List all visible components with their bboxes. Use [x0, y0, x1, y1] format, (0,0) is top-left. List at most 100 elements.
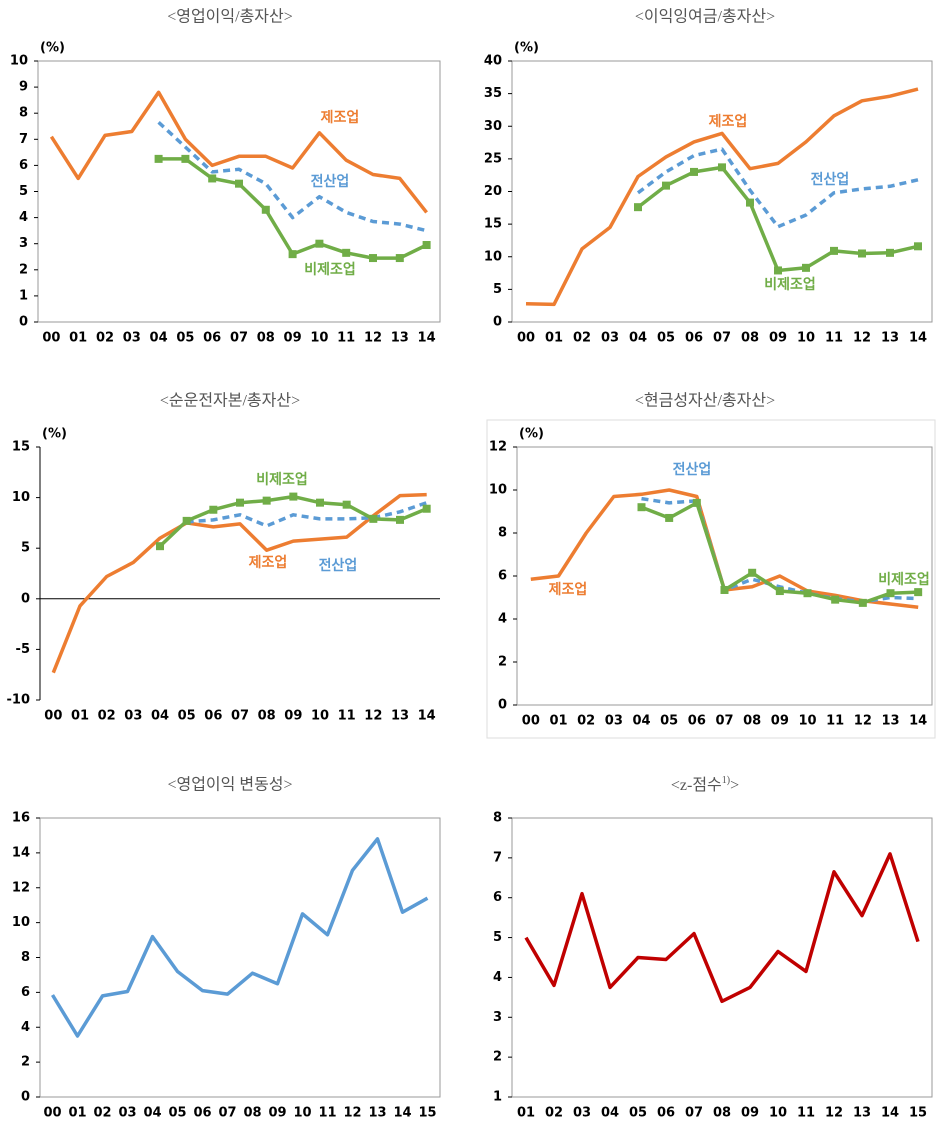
series-line: [157, 121, 428, 233]
x-tick-label: 05: [660, 714, 678, 729]
series-label: 비제조업: [764, 277, 816, 293]
y-tick-label: 8: [21, 950, 30, 965]
marker: [288, 250, 297, 259]
marker: [289, 492, 298, 501]
series-label: 전산업: [811, 171, 850, 188]
marker: [914, 588, 923, 597]
plot-frame: [511, 817, 933, 1098]
chart-title: <영업이익/총자산>: [167, 8, 293, 26]
marker: [748, 568, 757, 577]
y-tick-label: 5: [21, 541, 30, 556]
marker: [886, 248, 894, 257]
x-tick-label: 01: [71, 709, 89, 724]
x-tick-label: 03: [118, 1106, 136, 1121]
x-tick-label: 03: [573, 1106, 591, 1121]
x-tick-label: 12: [825, 1106, 843, 1121]
y-tick-label: 3: [493, 1010, 502, 1025]
y-tick-label: 30: [484, 119, 502, 134]
x-tick-label: 11: [318, 1106, 336, 1121]
x-tick-label: 08: [741, 331, 759, 346]
marker: [422, 241, 431, 250]
series-line: [641, 496, 919, 604]
marker: [774, 266, 782, 275]
x-tick-label: 02: [545, 1106, 563, 1121]
marker: [775, 587, 784, 596]
marker: [662, 181, 670, 190]
x-tick-label: 06: [204, 709, 222, 724]
y-tick-label: 20: [484, 184, 502, 199]
x-tick-label: 14: [418, 331, 436, 346]
y-tick-label: 40: [484, 54, 502, 69]
x-tick-label: 10: [293, 1106, 311, 1121]
y-tick-label: 4: [19, 210, 28, 225]
x-tick-label: 05: [168, 1106, 186, 1121]
x-tick-label: 07: [231, 709, 249, 724]
x-tick-label: 12: [364, 709, 382, 724]
series-label: 전산업: [311, 173, 350, 190]
x-tick-label: 14: [881, 1106, 899, 1121]
marker: [858, 598, 867, 607]
x-tick-label: 10: [310, 331, 328, 346]
x-tick-label: 10: [797, 331, 815, 346]
y-tick-label: 4: [498, 612, 507, 627]
y-tick-label: 2: [21, 1055, 30, 1070]
x-tick-label: 01: [549, 714, 567, 729]
marker: [692, 498, 701, 507]
x-tick-label: 02: [96, 331, 114, 346]
x-tick-label: 07: [218, 1106, 236, 1121]
x-tick-label: 08: [743, 714, 761, 729]
x-tick-label: 04: [151, 709, 169, 724]
x-tick-label: 09: [771, 714, 789, 729]
series-label: 전산업: [673, 461, 712, 478]
y-tick-label: 2: [493, 1050, 502, 1065]
marker: [886, 589, 895, 598]
y-tick-label: 7: [19, 132, 28, 147]
marker: [154, 154, 163, 163]
unit-label: (%): [42, 427, 67, 442]
marker: [342, 248, 351, 257]
x-tick-label: 06: [657, 1106, 675, 1121]
x-tick-label: 06: [203, 331, 221, 346]
y-tick-label: 0: [19, 315, 28, 330]
x-tick-label: 09: [284, 331, 302, 346]
x-tick-label: 00: [522, 714, 540, 729]
x-tick-label: 13: [881, 331, 899, 346]
y-tick-label: 10: [12, 915, 30, 930]
x-tick-label: 06: [688, 714, 706, 729]
y-tick-label: 7: [493, 850, 502, 865]
marker: [831, 595, 840, 604]
marker: [395, 254, 404, 263]
series-line: [186, 501, 428, 528]
x-tick-label: 05: [176, 331, 194, 346]
marker: [914, 242, 922, 251]
x-tick-label: 11: [338, 709, 356, 724]
marker: [690, 167, 698, 176]
x-tick-label: 14: [393, 1106, 411, 1121]
marker: [803, 589, 812, 598]
x-tick-label: 07: [713, 331, 731, 346]
series-line: [524, 852, 920, 1004]
series-line: [525, 87, 919, 307]
series-line: [51, 492, 427, 674]
plot-frame: [39, 817, 441, 1098]
x-tick-label: 01: [517, 1106, 535, 1121]
x-tick-label: 09: [268, 1106, 286, 1121]
series-label: 비제조업: [256, 472, 308, 488]
series-line: [49, 90, 428, 214]
unit-label: (%): [514, 41, 539, 56]
x-tick-label: 14: [909, 331, 927, 346]
x-tick-label: 05: [178, 709, 196, 724]
x-tick-label: 04: [150, 331, 168, 346]
y-tick-label: 1: [19, 288, 28, 303]
chart-title: <z-점수1)>: [671, 775, 739, 794]
x-tick-label: 05: [657, 331, 675, 346]
series-line: [636, 165, 919, 273]
marker: [315, 239, 324, 248]
title-part: >: [730, 777, 739, 794]
x-tick-label: 13: [853, 1106, 871, 1121]
series-label: 제조업: [321, 110, 360, 126]
marker: [369, 514, 378, 523]
y-tick-label: 5: [493, 930, 502, 945]
y-tick-label: 2: [498, 655, 507, 670]
y-tick-label: 0: [493, 315, 502, 330]
